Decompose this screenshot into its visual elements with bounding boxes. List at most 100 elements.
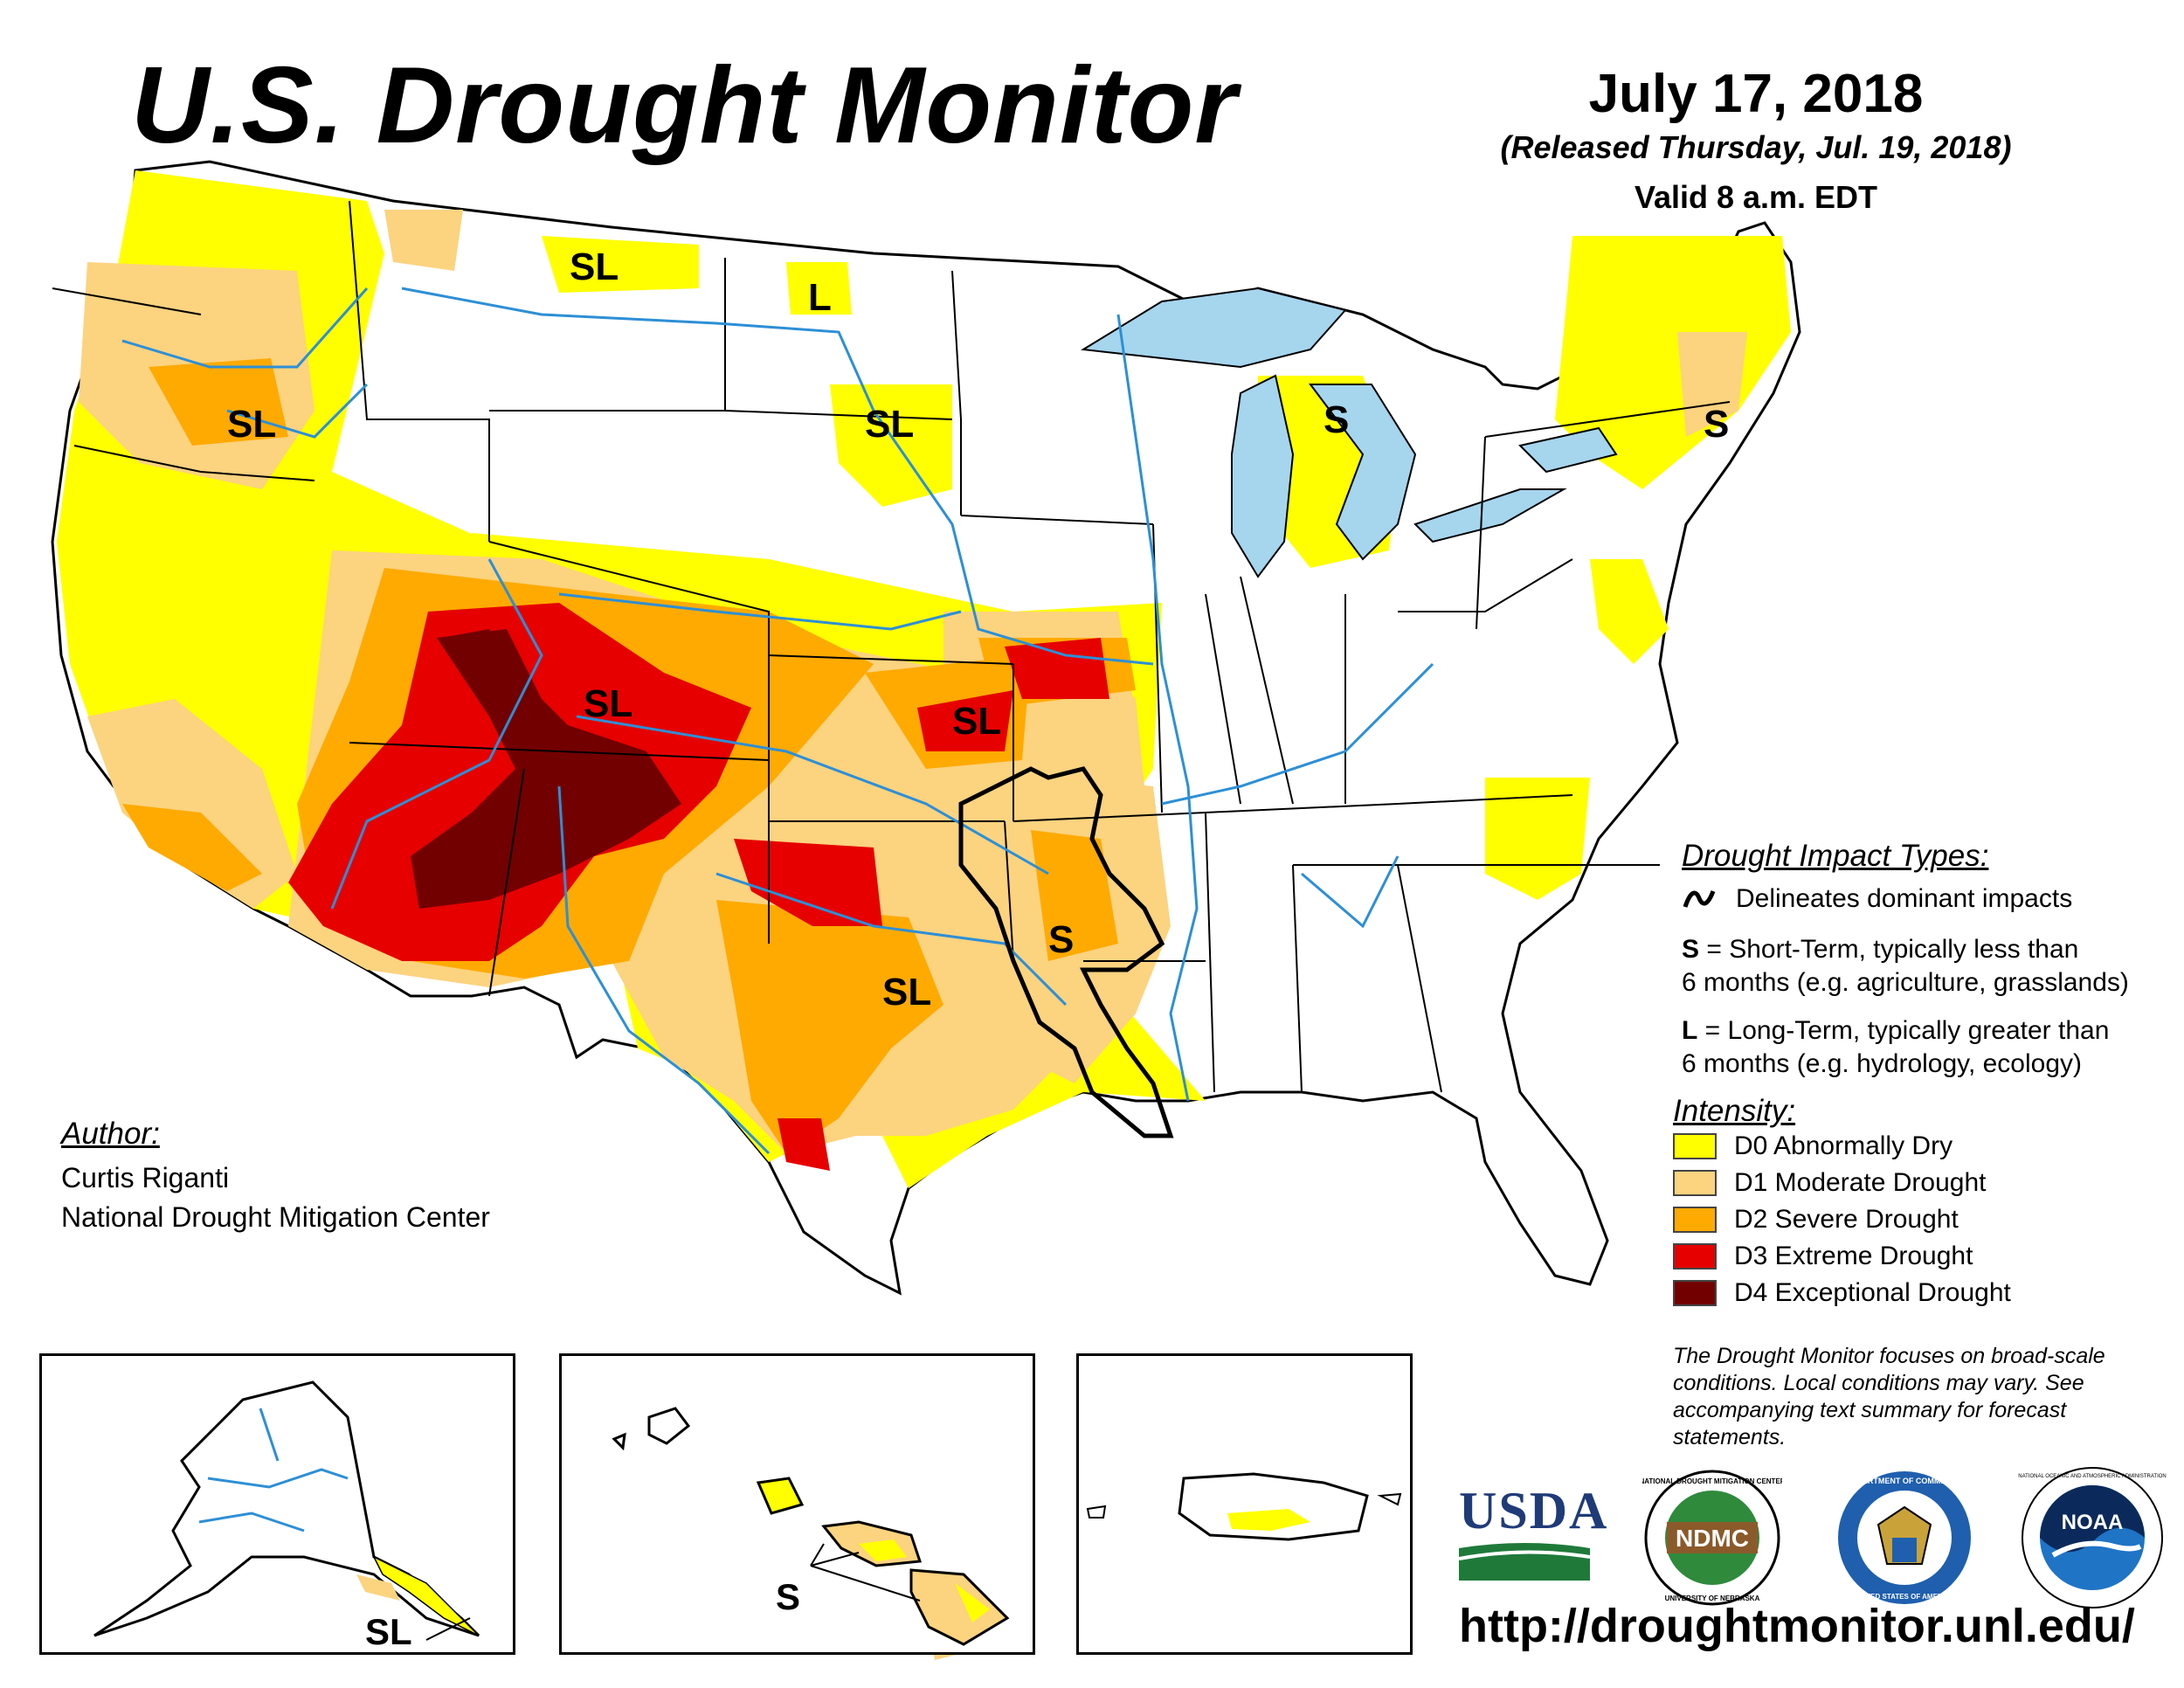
label-colorado: SL [584,682,632,725]
impact-short-text: = Short-Term, typically less than [1699,935,2079,964]
tennessee-river [1301,855,1400,929]
commerce-ring-top: DEPARTMENT OF COMMERCE [1847,1477,1963,1485]
legend-d3-label: D3 Extreme Drought [1734,1242,1973,1270]
d4-utah-colorado [411,629,681,909]
author-organization: National Drought Mitigation Center [61,1201,490,1233]
platte-river [558,592,962,631]
legend-d1-label: D1 Moderate Drought [1734,1168,1987,1197]
swatch-d4 [1673,1280,1717,1306]
oahu [756,1477,805,1515]
lake-erie [1413,488,1567,543]
release-date: (Released Thursday, Jul. 19, 2018) [1500,129,2012,165]
niihau [612,1432,626,1451]
label-michigan: S [1324,398,1349,441]
swatch-d0 [1673,1133,1717,1159]
map-title: U.S. Drought Monitor [131,45,1238,166]
label-north-dakota: L [808,276,832,319]
hawaii-inset: S [559,1353,1035,1655]
d0-midatlantic [1590,559,1669,664]
d0-carolinas [1485,778,1590,900]
swatch-d2 [1673,1207,1717,1233]
d2-california [122,804,262,891]
d3-kansas [917,690,1013,751]
rio-grande [557,785,771,1155]
impact-types-heading: Drought Impact Types: [1682,839,1989,873]
impact-long-text: = Long-Term, typically greater than [1697,1016,2110,1045]
legend-d0-label: D0 Abnormally Dry [1734,1131,1953,1160]
usda-wordmark: USDA [1459,1482,1609,1539]
alaska-inset: SL [39,1353,515,1655]
arkansas-river [576,715,1049,875]
label-montana: SL [570,246,619,288]
alaska-map: SL [93,1380,480,1652]
kauai [647,1407,691,1445]
label-hawaii: S [776,1576,800,1617]
d0-montana-north [542,236,699,293]
swatch-d1 [1673,1170,1717,1196]
red-river [715,872,1068,1007]
missouri-river [401,287,1154,666]
lake-ontario [1518,426,1618,474]
d3-texas-south [778,1118,830,1171]
d0-new-england [1555,236,1791,489]
puerto-rico-map [1086,1472,1402,1541]
impact-short-key: S [1682,935,1700,964]
region-labels: SL SL L SL S S SL SL S SL [227,246,1729,1013]
d4-areas [411,629,681,909]
great-lakes [1080,287,1618,578]
legend-d3: D3 Extreme Drought [1673,1239,1973,1274]
squiggle-line-icon [1683,890,1716,908]
puerto-rico-inset [1076,1353,1413,1655]
intensity-heading: Intensity: [1673,1094,1796,1128]
label-northwest: SL [227,403,276,446]
legend-d0: D0 Abnormally Dry [1673,1129,1952,1164]
legend-d1: D1 Moderate Drought [1673,1166,1987,1200]
d3-oklahoma [734,839,882,926]
ndmc-logo: NDMC NATIONAL DROUGHT MITIGATION CENTER … [1642,1470,1782,1606]
website-url[interactable]: http://droughtmonitor.unl.edu/ [1459,1600,2135,1652]
big-island [909,1568,1010,1646]
ndmc-ring-bottom: UNIVERSITY OF NEBRASKA [1665,1595,1760,1602]
rivers [121,287,1434,1155]
map-date: July 17, 2018 [1588,64,1924,124]
legend-d2: D2 Severe Drought [1673,1202,1959,1237]
legend-d2-label: D2 Severe Drought [1734,1205,1959,1234]
label-south-dakota: SL [865,403,914,446]
legend-d4-label: D4 Exceptional Drought [1734,1278,2011,1307]
noaa-ring: NATIONAL OCEANIC AND ATMOSPHERIC ADMINIS… [2018,1474,2166,1479]
d3-missouri [1005,638,1109,699]
legend-d4: D4 Exceptional Drought [1673,1276,2011,1311]
colorado-river [330,558,543,910]
d4-utah-north [441,629,507,673]
impact-long-key: L [1682,1016,1698,1045]
d0-north-dakota [786,262,852,315]
disclaimer-text: The Drought Monitor focuses on broad-sca… [1673,1344,2105,1449]
author-name: Curtis Riganti [61,1162,230,1193]
ohio-river [1161,662,1434,806]
label-texas: SL [882,971,931,1013]
alaska-d1 [356,1574,400,1601]
usda-logo: USDA [1458,1481,1609,1581]
lake-superior [1080,287,1347,369]
mississippi-river [1116,314,1199,1102]
usda-field-icon [1458,1543,1591,1581]
d1-montana [384,210,463,271]
d2-arkansas [1031,830,1118,961]
impact-long-line2: 6 months (e.g. hydrology, ecology) [1682,1049,2083,1078]
label-arkansas: S [1048,918,1074,961]
d1-maine-nh [1677,332,1747,437]
impact-line-legend: Delineates dominant impacts [1682,884,2072,914]
puerto-rico-land [1178,1472,1369,1541]
ndmc-ring-top: NATIONAL DROUGHT MITIGATION CENTER [1642,1477,1782,1485]
noaa-wordmark: NOAA [2062,1511,2124,1534]
hawaii-map: S [612,1407,1010,1646]
impact-short-line1: S = Short-Term, typically less than [1682,935,2078,965]
noaa-logo: NOAA NATIONAL OCEANIC AND ATMOSPHERIC AD… [2018,1467,2167,1608]
state-boundaries [52,200,1731,1093]
label-alaska: SL [365,1611,412,1652]
commerce-ring-bottom: UNITED STATES OF AMERICA [1855,1593,1955,1601]
label-new-england: S [1704,403,1729,446]
impact-delineation-line [958,766,1174,1138]
lake-michigan [1231,374,1295,578]
author-heading: Author: [61,1117,160,1151]
